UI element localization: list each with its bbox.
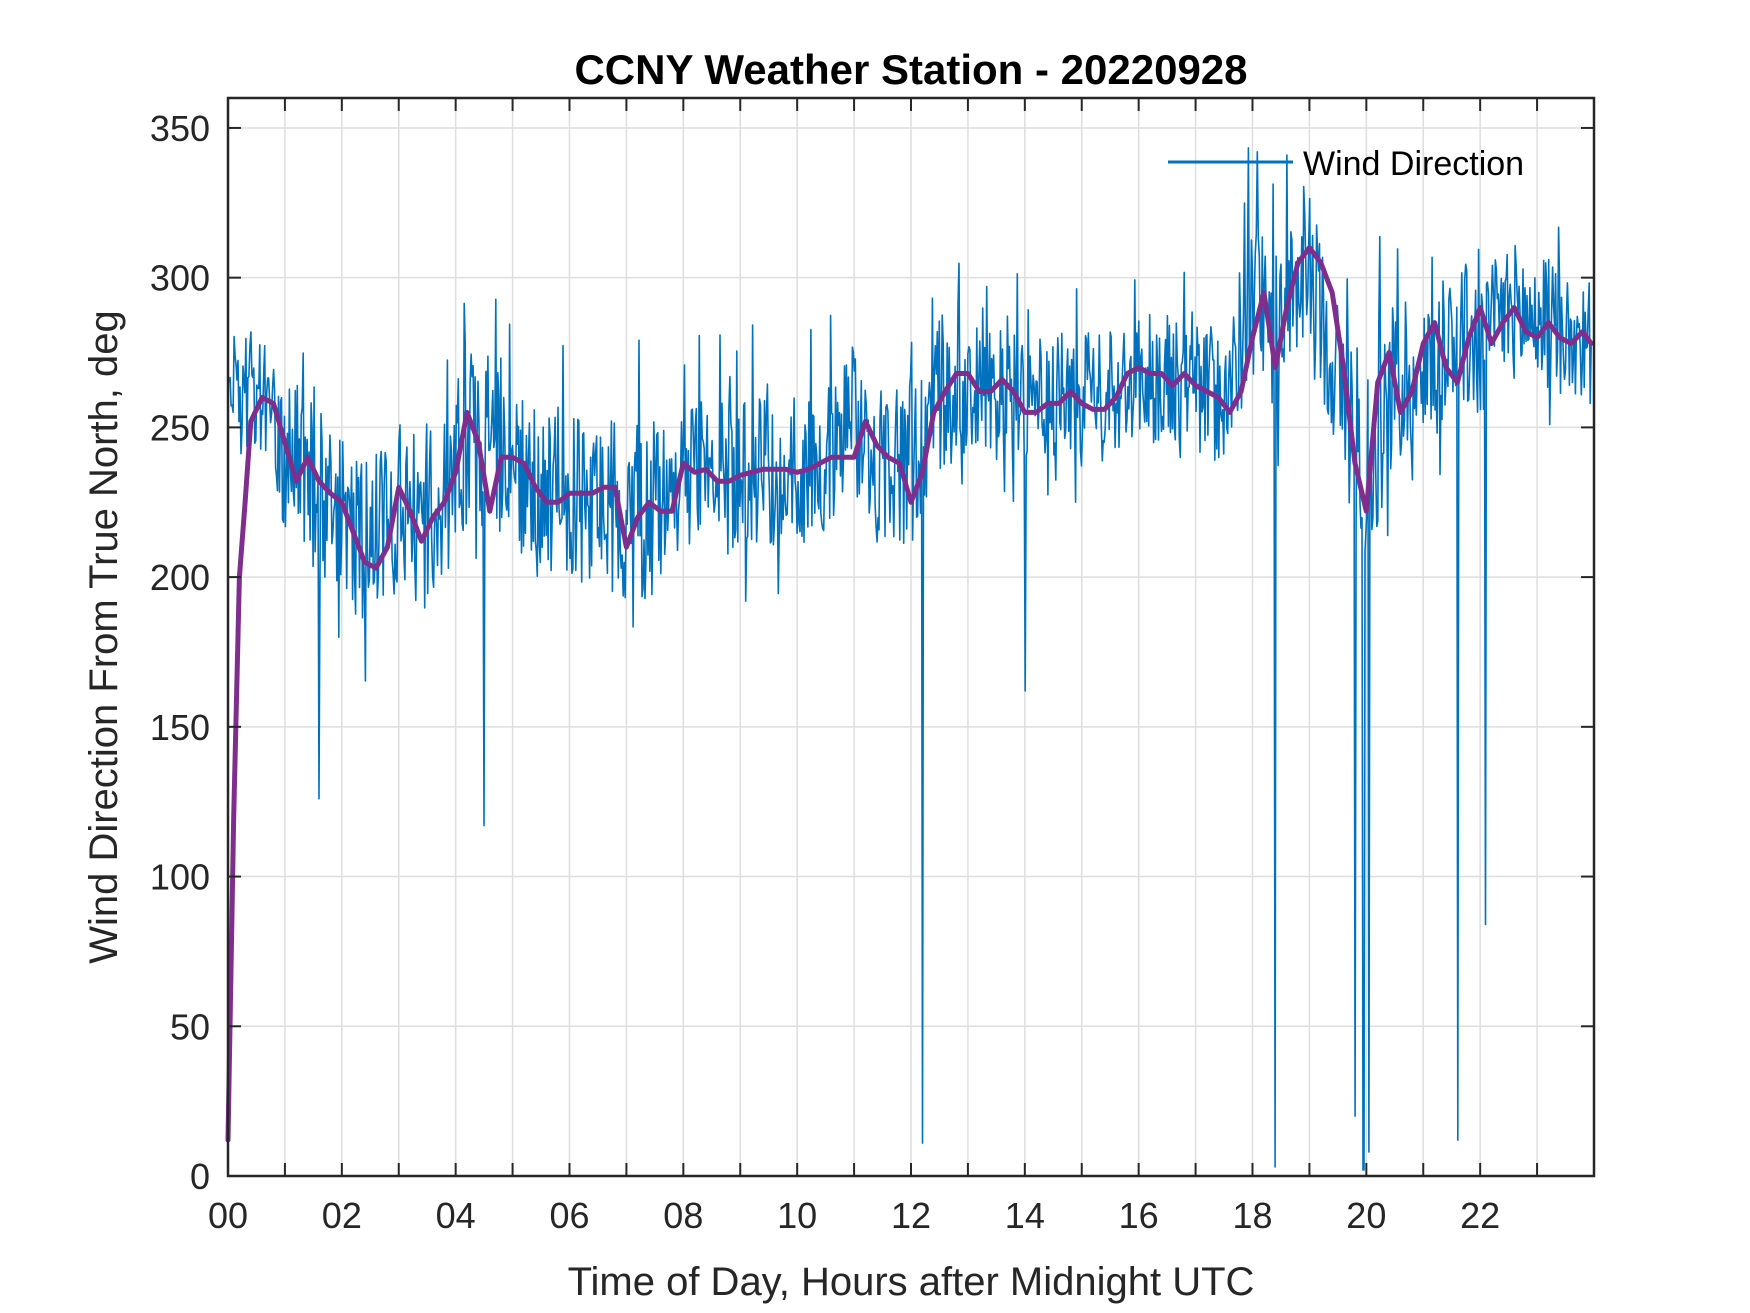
wind-direction-series [228, 147, 1592, 1171]
x-tick-label: 18 [1232, 1195, 1272, 1236]
x-tick-label: 16 [1119, 1195, 1159, 1236]
y-tick-label: 100 [150, 857, 210, 898]
x-tick-label: 08 [663, 1195, 703, 1236]
x-axis-title: Time of Day, Hours after Midnight UTC [568, 1260, 1255, 1304]
wind-direction-line [228, 147, 1592, 1171]
x-tick-label: 20 [1346, 1195, 1386, 1236]
legend-label-wind-direction: Wind Direction [1303, 145, 1524, 183]
x-tick-label: 00 [208, 1195, 248, 1236]
y-tick-label: 250 [150, 407, 210, 448]
moving-average-line [225, 245, 1594, 1143]
y-tick-label: 0 [190, 1156, 210, 1197]
chart-title: CCNY Weather Station - 20220928 [574, 46, 1247, 93]
y-tick-label: 300 [150, 258, 210, 299]
x-tick-labels: 00 02 04 06 08 10 12 14 16 18 20 22 [208, 1195, 1500, 1236]
y-tick-label: 350 [150, 108, 210, 149]
moving-average-series [225, 245, 1594, 1143]
y-tick-label: 200 [150, 557, 210, 598]
x-tick-label: 06 [549, 1195, 589, 1236]
x-tick-label: 04 [436, 1195, 476, 1236]
y-tick-label: 150 [150, 707, 210, 748]
x-tick-label: 22 [1460, 1195, 1500, 1236]
legend[interactable]: Wind Direction [1168, 145, 1524, 183]
y-tick-label: 50 [170, 1006, 210, 1047]
y-axis-title: Wind Direction From True North, deg [82, 310, 126, 964]
x-tick-label: 10 [777, 1195, 817, 1236]
x-tick-label: 12 [891, 1195, 931, 1236]
axis-ticks [227, 98, 1594, 1177]
x-tick-label: 14 [1005, 1195, 1045, 1236]
x-tick-label: 02 [322, 1195, 362, 1236]
y-tick-labels: 0 50 100 150 200 250 300 350 [150, 108, 210, 1197]
